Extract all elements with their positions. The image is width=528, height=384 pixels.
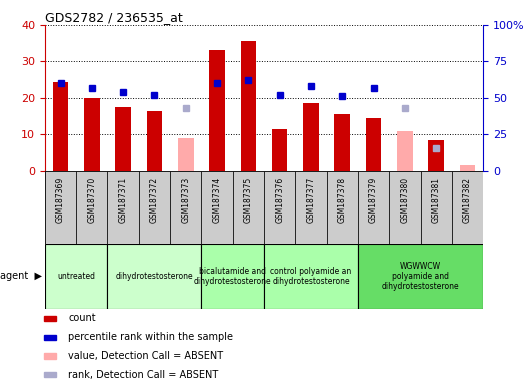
Bar [108, 244, 201, 309]
Bar [139, 171, 170, 244]
Text: GSM187376: GSM187376 [275, 177, 284, 223]
Bar [264, 171, 295, 244]
Text: GSM187372: GSM187372 [150, 177, 159, 223]
Bar [44, 372, 56, 377]
Text: GDS2782 / 236535_at: GDS2782 / 236535_at [45, 11, 183, 24]
Bar [460, 166, 475, 171]
Bar [420, 171, 452, 244]
Text: percentile rank within the sample: percentile rank within the sample [69, 332, 233, 342]
Text: bicalutamide and
dihydrotestosterone: bicalutamide and dihydrotestosterone [194, 267, 271, 286]
Bar [264, 244, 358, 309]
Bar [45, 244, 108, 309]
Bar [397, 131, 413, 171]
Bar [84, 98, 100, 171]
Bar [170, 171, 201, 244]
Text: count: count [69, 313, 96, 323]
Bar [45, 171, 76, 244]
Bar [178, 138, 194, 171]
Bar [366, 118, 381, 171]
Text: GSM187370: GSM187370 [87, 177, 96, 223]
Bar [44, 334, 56, 340]
Text: GSM187373: GSM187373 [181, 177, 190, 223]
Bar [295, 171, 327, 244]
Text: dihydrotestosterone: dihydrotestosterone [116, 272, 193, 281]
Bar [209, 51, 225, 171]
Bar [327, 171, 358, 244]
Text: GSM187371: GSM187371 [119, 177, 128, 223]
Bar [76, 171, 108, 244]
Text: untreated: untreated [57, 272, 95, 281]
Bar [45, 171, 483, 244]
Bar [147, 111, 162, 171]
Bar [272, 129, 287, 171]
Text: GSM187378: GSM187378 [338, 177, 347, 223]
Bar [389, 171, 420, 244]
Bar [115, 107, 131, 171]
Text: GSM187381: GSM187381 [432, 177, 441, 223]
Text: GSM187374: GSM187374 [213, 177, 222, 223]
Bar [44, 353, 56, 359]
Text: GSM187379: GSM187379 [369, 177, 378, 223]
Text: GSM187382: GSM187382 [463, 177, 472, 223]
Text: control polyamide an
dihydrotestosterone: control polyamide an dihydrotestosterone [270, 267, 352, 286]
Bar [201, 171, 233, 244]
Bar [233, 171, 264, 244]
Bar [428, 140, 444, 171]
Bar [44, 316, 56, 321]
Text: GSM187380: GSM187380 [400, 177, 409, 223]
Text: GSM187375: GSM187375 [244, 177, 253, 223]
Bar [201, 244, 264, 309]
Text: GSM187377: GSM187377 [306, 177, 315, 223]
Bar [358, 171, 389, 244]
Bar [53, 81, 68, 171]
Bar [303, 103, 319, 171]
Bar [108, 171, 139, 244]
Text: WGWWCW
polyamide and
dihydrotestosterone: WGWWCW polyamide and dihydrotestosterone [382, 262, 459, 291]
Text: value, Detection Call = ABSENT: value, Detection Call = ABSENT [69, 351, 223, 361]
Bar [358, 244, 483, 309]
Bar [334, 114, 350, 171]
Bar [241, 41, 256, 171]
Text: rank, Detection Call = ABSENT: rank, Detection Call = ABSENT [69, 370, 219, 380]
Text: agent  ▶: agent ▶ [0, 271, 42, 281]
Bar [452, 171, 483, 244]
Text: GSM187369: GSM187369 [56, 177, 65, 223]
